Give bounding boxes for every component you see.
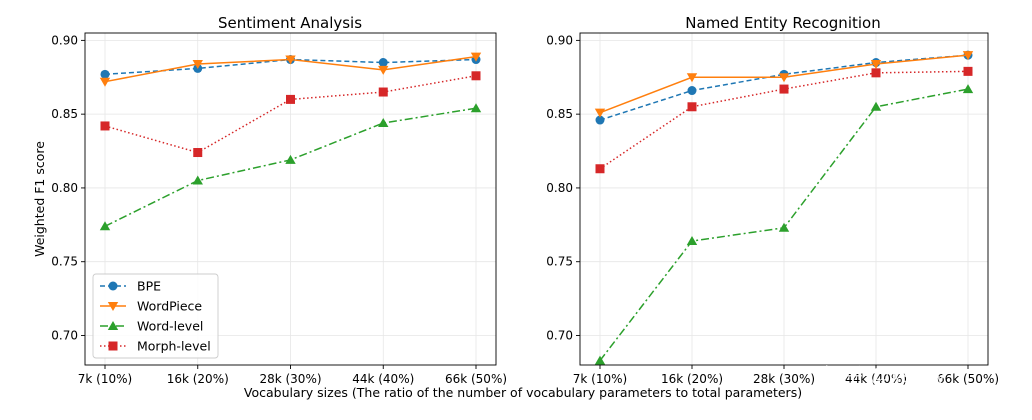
- data-point: [471, 71, 481, 81]
- legend: BPE WordPiece Word-level Morph-level: [92, 273, 219, 359]
- x-tick-label: 16k (20%): [661, 372, 723, 386]
- data-point: [871, 68, 881, 78]
- chart-title: Named Entity Recognition: [685, 14, 880, 32]
- legend-label: WordPiece: [137, 299, 202, 314]
- data-point: [595, 115, 605, 125]
- y-tick-label: 0.90: [546, 33, 573, 47]
- y-tick-label: 0.80: [51, 181, 78, 195]
- x-tick-label: 66k (50%): [937, 372, 999, 386]
- data-point: [378, 58, 388, 68]
- legend-marker: [107, 302, 119, 311]
- data-point: [192, 175, 203, 185]
- data-point: [286, 94, 295, 104]
- legend-label: BPE: [137, 279, 161, 294]
- data-point: [100, 69, 110, 79]
- data-point: [193, 148, 203, 158]
- chart-title: Sentiment Analysis: [218, 14, 362, 32]
- x-tick-label: 28k (30%): [753, 372, 815, 386]
- panel-sentiment-analysis: Sentiment Analysis 0.70 0.75 0.80 0.85 0.90 7…: [51, 14, 507, 386]
- data-point: [378, 118, 389, 128]
- y-tick-label: 0.75: [51, 255, 78, 269]
- legend-label: Morph-level: [137, 339, 211, 354]
- legend-marker: [108, 281, 118, 291]
- legend-label: Word-level: [137, 319, 203, 334]
- series-wordpiece: [594, 51, 974, 118]
- data-point: [963, 66, 973, 76]
- data-point: [99, 221, 111, 231]
- data-point: [192, 59, 203, 69]
- x-tick-label: 7k (10%): [78, 372, 132, 386]
- data-point: [779, 84, 789, 94]
- data-point: [595, 164, 605, 174]
- data-point: [778, 222, 790, 232]
- series-line: [104, 75, 477, 154]
- legend-marker: [108, 341, 118, 351]
- series-line: [599, 54, 969, 121]
- data-point: [470, 52, 482, 62]
- series-word-level: [594, 84, 974, 365]
- data-point: [962, 51, 974, 61]
- data-point: [870, 59, 882, 69]
- panel-named-entity-recognition: Named Entity Recognition 0.70 0.75 0.80 0.8…: [546, 14, 999, 386]
- data-point: [99, 77, 111, 87]
- y-tick-label: 0.90: [51, 33, 78, 47]
- x-tick-label: 44k (40%): [352, 372, 414, 386]
- legend-box: [92, 273, 219, 359]
- data-point: [594, 108, 606, 118]
- data-point: [470, 103, 482, 113]
- data-point: [686, 73, 698, 83]
- data-point: [870, 101, 882, 111]
- data-point: [687, 86, 697, 96]
- y-tick-label: 0.75: [546, 255, 573, 269]
- x-tick-label: 16k (20%): [167, 372, 229, 386]
- watermark: 知乎 @xsxky: [823, 363, 946, 387]
- data-point: [100, 121, 110, 131]
- x-tick-label: 44k (40%): [845, 372, 907, 386]
- x-tick-label: 7k (10%): [573, 372, 627, 386]
- series-word-level: [99, 103, 482, 231]
- data-point: [378, 65, 389, 75]
- data-point: [378, 87, 388, 97]
- x-tick-label: 28k (30%): [259, 372, 321, 386]
- data-point: [687, 102, 697, 112]
- data-point: [686, 236, 698, 246]
- data-point: [285, 55, 296, 65]
- series-morph-level: [100, 71, 481, 158]
- x-tick-label: 66k (50%): [445, 372, 507, 386]
- legend-marker: [107, 321, 119, 330]
- series-morph-level: [595, 66, 973, 174]
- y-tick-label: 0.70: [546, 328, 573, 342]
- series-wordpiece: [99, 52, 482, 87]
- data-point: [778, 73, 790, 83]
- data-point: [285, 154, 296, 164]
- data-point: [962, 84, 974, 94]
- y-tick-label: 0.85: [51, 107, 78, 121]
- x-axis-label: Vocabulary sizes (The ratio of the numbe…: [244, 385, 802, 400]
- y-tick-label: 0.70: [51, 328, 78, 342]
- y-axis-label: Weighted F1 score: [32, 141, 47, 257]
- y-tick-label: 0.80: [546, 181, 573, 195]
- y-tick-label: 0.85: [546, 107, 573, 121]
- data-point: [594, 355, 606, 365]
